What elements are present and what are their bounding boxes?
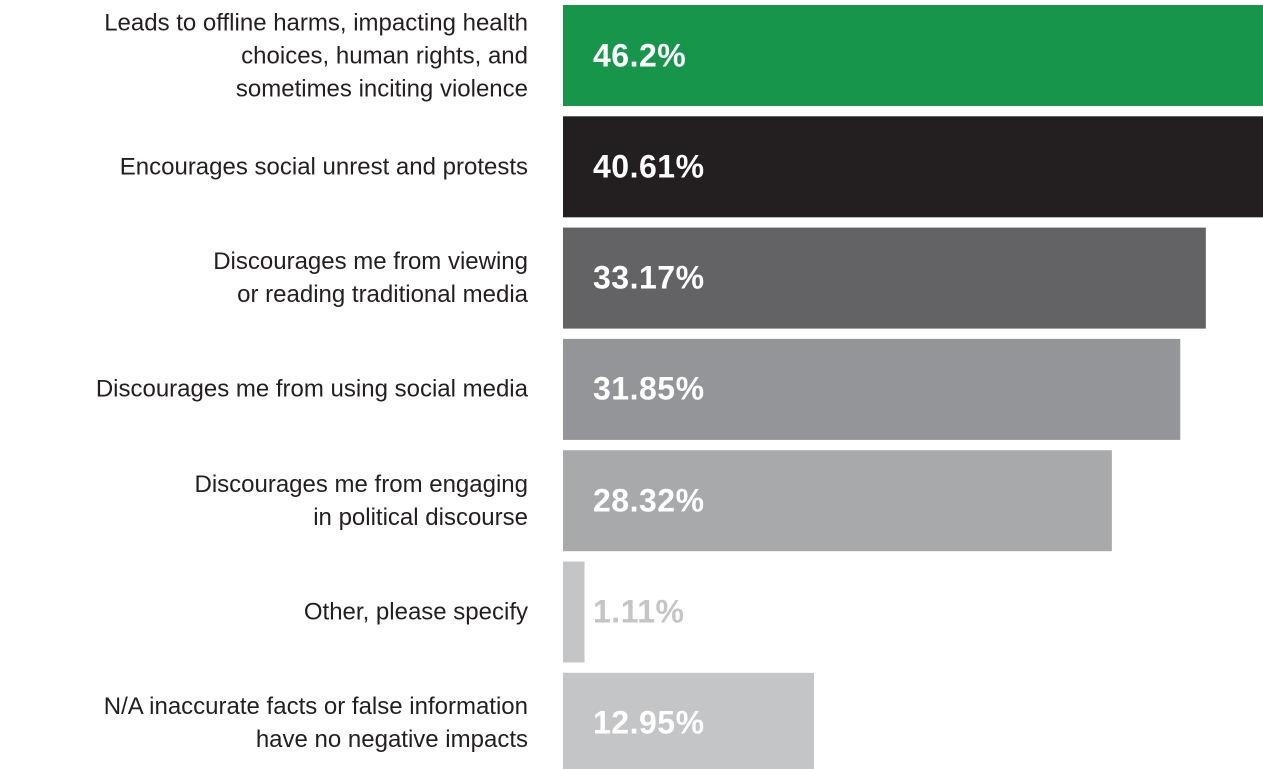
value-label: 33.17% (593, 259, 705, 296)
category-label: Other, please specify (303, 598, 528, 626)
bar (563, 5, 1263, 106)
bar (563, 561, 585, 663)
category-label: Discourages me from engaging in politica… (194, 470, 528, 531)
category-label: N/A inaccurate facts or false informatio… (103, 693, 528, 754)
value-label: 12.95% (593, 704, 705, 741)
value-label: 1.11% (593, 593, 685, 630)
bar (563, 450, 1112, 552)
category-label: Leads to offline harms, impacting health… (104, 9, 528, 102)
value-label: 40.61% (593, 148, 705, 185)
bar (563, 116, 1263, 218)
value-label: 46.2% (593, 37, 687, 73)
value-label: 31.85% (593, 370, 705, 407)
category-label: Discourages me from using social media (95, 375, 528, 403)
bar (563, 338, 1181, 440)
bar (563, 672, 814, 769)
category-label: Encourages social unrest and protests (119, 153, 528, 181)
value-label: 28.32% (593, 482, 705, 519)
bar (563, 227, 1206, 329)
category-label: Discourages me from viewing or reading t… (213, 248, 528, 309)
